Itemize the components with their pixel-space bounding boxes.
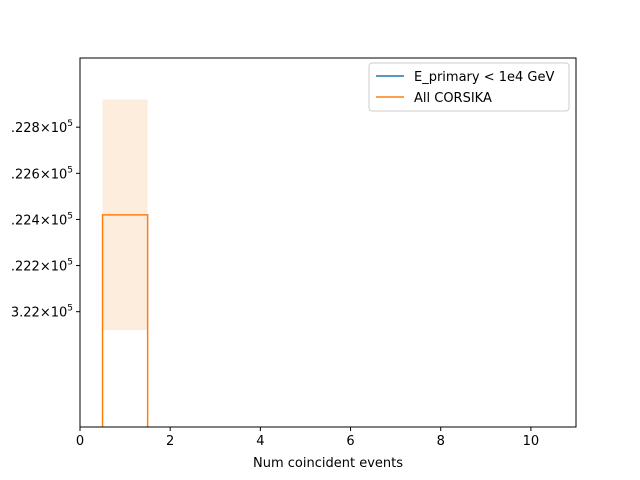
y-tick-label: 3.22×105 <box>11 304 73 321</box>
x-tick-label: 4 <box>256 434 264 449</box>
y-tick-label: .222×105 <box>11 258 73 275</box>
x-tick-label: 0 <box>76 434 84 449</box>
x-axis-label: Num coincident events <box>253 456 403 471</box>
legend-label: E_primary < 1e4 GeV <box>414 70 554 85</box>
x-tick-label: 6 <box>346 434 354 449</box>
plot-frame <box>79 57 577 428</box>
y-axis-ticks: 3.22×105 .222×105 .224×105 .226×105 .228×105 <box>11 119 80 321</box>
histogram-bar-1-0 <box>101 214 149 427</box>
x-axis-ticks: 0 2 4 6 8 10 <box>76 427 539 449</box>
x-tick-label: 2 <box>166 434 174 449</box>
histogram-layer <box>101 214 149 427</box>
legend: E_primary < 1e4 GeV All CORSIKA <box>368 62 570 112</box>
y-tick-label: .226×105 <box>11 165 73 182</box>
x-tick-label: 8 <box>437 434 445 449</box>
legend-label: All CORSIKA <box>414 91 492 106</box>
y-tick-label: .228×105 <box>11 119 73 136</box>
legend-box <box>368 62 570 112</box>
x-tick-label: 10 <box>523 434 540 449</box>
y-tick-label: .224×105 <box>11 211 73 228</box>
